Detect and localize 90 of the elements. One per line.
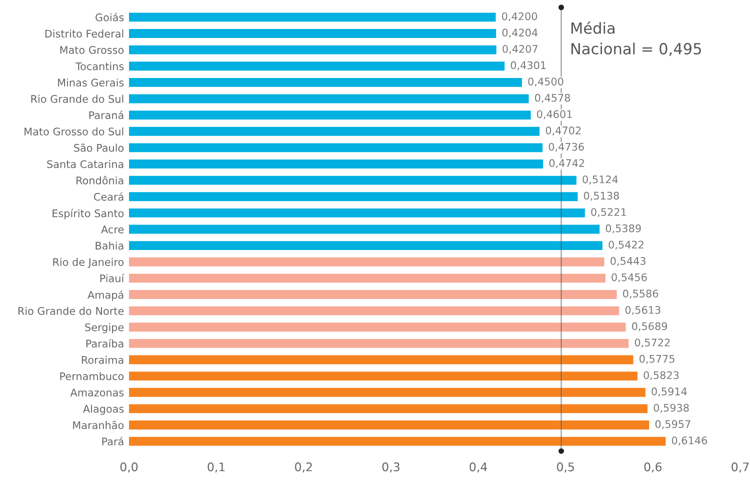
data-label: 0,5914: [652, 388, 687, 396]
y-tick-label: Paraná: [89, 110, 124, 120]
bar: [129, 176, 576, 185]
data-label: 0,4301: [510, 61, 546, 70]
y-tick-label: Pará: [102, 436, 124, 446]
bar: [129, 290, 617, 299]
data-label: 0,4601: [537, 110, 572, 120]
data-label: 0,5422: [608, 240, 644, 250]
bar: [129, 143, 543, 152]
bar: [129, 274, 606, 283]
bar: [129, 192, 578, 202]
y-tick-label: Rio Grande do Norte: [18, 306, 124, 315]
data-label: 0,5613: [625, 306, 660, 315]
y-tick-label: Pernambuco: [60, 372, 124, 380]
bar: [129, 160, 544, 168]
bar: [129, 338, 629, 348]
data-label: 0,5443: [610, 257, 646, 266]
data-label: 0,6146: [672, 436, 708, 446]
bar: [129, 355, 634, 364]
data-label: 0,4207: [502, 44, 538, 54]
y-tick-label: Mato Grosso: [60, 46, 124, 54]
bar: [129, 45, 496, 54]
y-tick-label: Minas Gerais: [58, 78, 124, 87]
data-label: 0,5722: [634, 338, 670, 348]
y-tick-label: Santa Catarina: [47, 160, 124, 168]
y-tick-label: Tocantins: [75, 62, 124, 70]
x-tick-label: 0,2: [295, 462, 312, 473]
bar: [129, 29, 496, 38]
y-tick-label: Mato Grosso do Sul: [24, 127, 124, 136]
y-tick-label: Sergipe: [85, 323, 124, 334]
bar: [129, 372, 638, 381]
bar: [129, 436, 666, 446]
x-tick-label: 0,5: [557, 462, 574, 473]
data-label: 0,4204: [502, 28, 538, 38]
x-tick-label: 0,1: [208, 462, 225, 473]
y-tick-label: Goiás: [96, 12, 124, 22]
bar: [129, 404, 648, 414]
data-label: 0,5938: [654, 404, 689, 413]
data-label: 0,5389: [606, 224, 641, 234]
y-tick-label: Maranhão: [73, 420, 124, 430]
bar: [129, 94, 529, 104]
data-label: 0,4500: [528, 78, 564, 87]
x-tick-label: 0,6: [644, 462, 662, 473]
data-label: 0,4578: [535, 94, 570, 103]
y-tick-label: Rio de Janeiro: [53, 258, 124, 268]
data-label: 0,4702: [546, 126, 581, 136]
bar: [129, 241, 602, 250]
y-tick-label: Roraima: [82, 356, 124, 364]
x-tick-label: 0,3: [382, 462, 400, 473]
data-label: 0,5689: [632, 322, 668, 332]
bar: [129, 78, 522, 87]
x-tick-label: 0,7: [732, 462, 749, 473]
data-label: 0,5456: [612, 273, 647, 282]
y-tick-label: Amapá: [88, 290, 124, 301]
data-label: 0,5957: [655, 420, 690, 430]
data-label: 0,4736: [548, 142, 584, 152]
y-tick-label: São Paulo: [74, 144, 124, 152]
y-tick-label: Alagoas: [83, 404, 124, 415]
bar: [129, 388, 646, 397]
y-tick-label: Paraíba: [86, 339, 124, 348]
bar: [129, 306, 620, 316]
y-tick-label: Piauí: [100, 274, 124, 282]
y-tick-label: Distrito Federal: [45, 30, 124, 38]
bar: [129, 110, 531, 120]
y-tick-label: Rondônia: [76, 176, 124, 184]
bar: [129, 12, 496, 22]
bar: [129, 257, 604, 266]
bar: [129, 62, 505, 71]
y-tick-label: Rio Grande do Sul: [31, 94, 124, 103]
bar: [129, 208, 585, 218]
x-tick-label: 0,0: [120, 462, 138, 473]
data-label: 0,5138: [584, 192, 619, 201]
x-tick-label: 0,4: [470, 462, 488, 473]
ref-line-label: Média Nacional = 0,495: [571, 21, 701, 56]
bar: [129, 126, 540, 136]
y-tick-label: Espírito Santo: [52, 208, 124, 220]
data-label: 0,5124: [582, 175, 618, 184]
bar: [129, 420, 650, 430]
data-label: 0,5221: [591, 208, 626, 218]
data-label: 0,5586: [623, 290, 658, 299]
y-tick-label: Amazonas: [70, 388, 124, 396]
data-label: 0,4200: [502, 12, 538, 22]
bar: [129, 224, 600, 234]
data-label: 0,5823: [644, 371, 679, 380]
bar: [129, 322, 626, 332]
y-tick-label: Bahia: [96, 242, 124, 250]
y-tick-label: Ceará: [94, 192, 124, 201]
data-label: 0,5775: [640, 354, 674, 364]
y-tick-label: Acre: [101, 226, 124, 234]
data-label: 0,4742: [549, 159, 584, 168]
